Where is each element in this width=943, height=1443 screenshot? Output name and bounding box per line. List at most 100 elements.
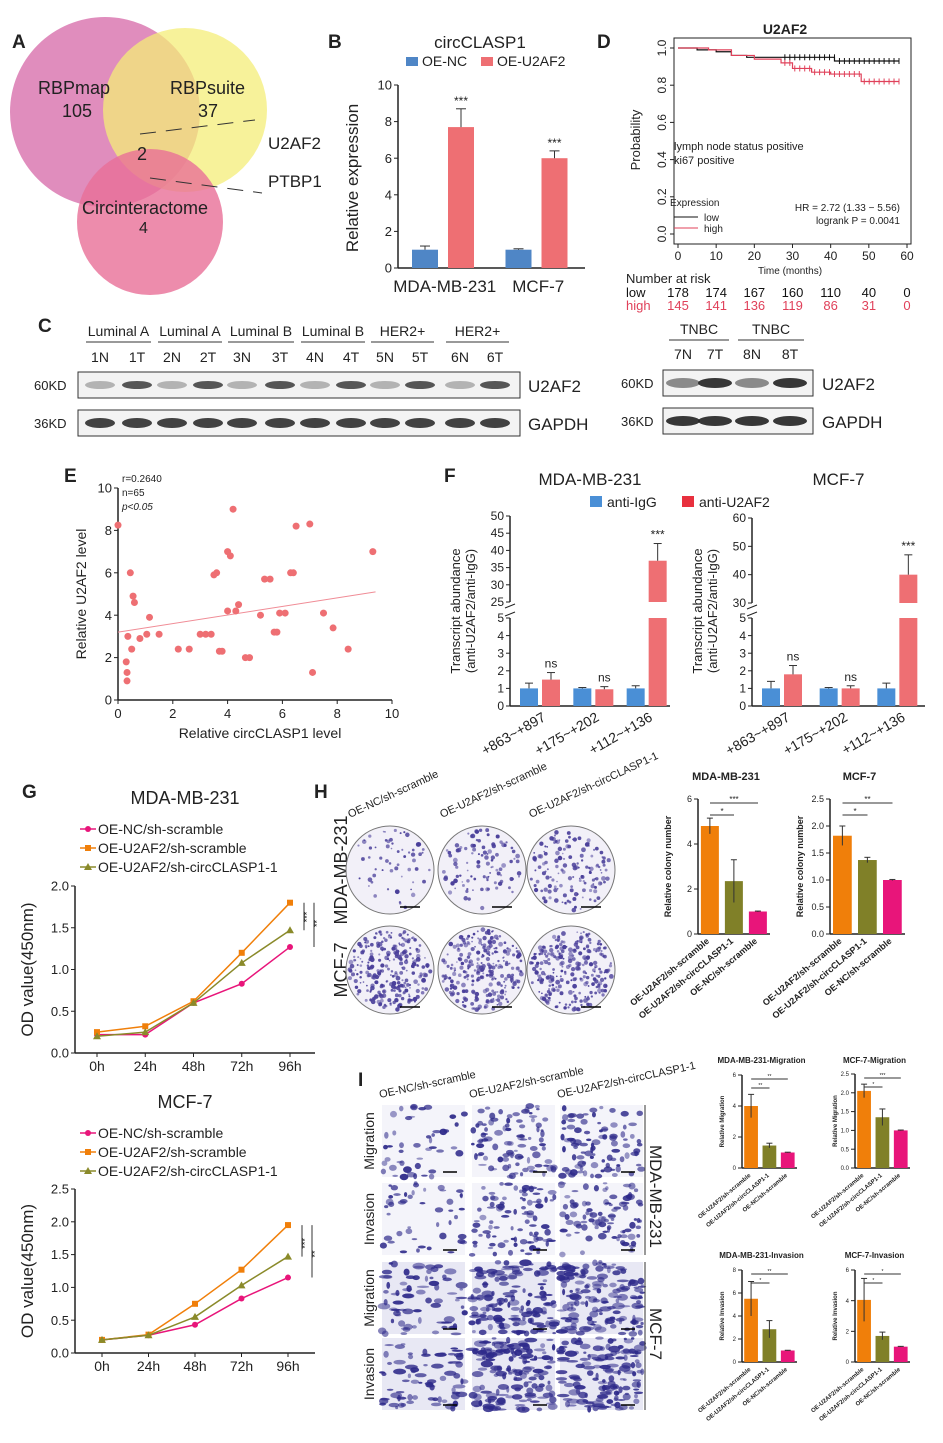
colony — [608, 974, 614, 979]
sample-group-label: HER2+ — [380, 323, 426, 339]
cell — [562, 1114, 569, 1121]
risk-value: 0 — [903, 298, 910, 313]
colony — [557, 855, 563, 861]
cell — [407, 1352, 413, 1356]
data-point — [114, 521, 122, 529]
cell — [571, 1190, 579, 1193]
colony — [486, 887, 490, 891]
cell — [444, 1268, 457, 1275]
cell — [629, 1221, 636, 1229]
lane-label: 8T — [782, 346, 799, 362]
cell — [622, 1183, 632, 1188]
colony — [577, 836, 582, 841]
colony — [485, 956, 491, 962]
cell — [582, 1183, 589, 1190]
data-point — [369, 548, 377, 556]
colony — [583, 998, 588, 1003]
cell — [633, 1388, 640, 1391]
cell — [574, 1280, 585, 1285]
cell — [636, 1217, 641, 1224]
cell — [399, 1198, 408, 1204]
colony — [544, 960, 549, 965]
colony — [480, 975, 485, 980]
legend-marker — [85, 1149, 91, 1155]
y-tick-label: 2 — [846, 1329, 850, 1335]
cell — [545, 1240, 549, 1247]
cell — [608, 1292, 619, 1298]
cell — [601, 1159, 606, 1163]
cell — [401, 1379, 410, 1383]
cell — [602, 1230, 609, 1233]
molecular-weight-label: 60KD — [34, 378, 67, 393]
protein-band — [698, 416, 732, 426]
cell — [545, 1384, 553, 1392]
cell — [433, 1264, 444, 1269]
cell — [628, 1331, 638, 1337]
data-point — [174, 645, 182, 653]
colony — [381, 869, 384, 872]
cell — [551, 1344, 556, 1351]
cell — [488, 1165, 495, 1172]
colony — [453, 970, 456, 972]
cell — [496, 1297, 506, 1305]
colony — [491, 952, 494, 955]
annotation: HR = 2.72 (1.33 − 5.56) — [795, 203, 900, 214]
cell — [563, 1270, 575, 1273]
protein-band — [666, 416, 700, 426]
colony — [597, 881, 603, 886]
cell — [478, 1233, 483, 1237]
cell — [470, 1400, 483, 1407]
colony — [535, 879, 540, 884]
cell — [531, 1322, 545, 1326]
colony — [394, 889, 400, 895]
colony — [466, 869, 469, 872]
cell — [502, 1196, 507, 1201]
colony — [511, 973, 515, 977]
cell — [529, 1186, 538, 1190]
colony — [574, 977, 578, 981]
colony — [547, 952, 551, 956]
cell — [577, 1160, 586, 1167]
cell — [560, 1326, 569, 1333]
cell — [632, 1372, 637, 1376]
colony — [594, 991, 598, 995]
colony — [398, 900, 402, 904]
colony — [544, 870, 547, 873]
colony — [571, 907, 577, 913]
cell — [610, 1324, 617, 1329]
data-point — [128, 645, 136, 653]
chart-title: MDA-MB-231 — [692, 771, 760, 783]
cell — [632, 1314, 636, 1322]
risk-value: 110 — [820, 285, 841, 300]
colony — [410, 888, 412, 891]
y-tick-label: 0.5 — [51, 1313, 69, 1328]
colony — [394, 985, 396, 988]
cell — [574, 1385, 586, 1390]
colony — [574, 1000, 577, 1004]
cell — [479, 1214, 487, 1221]
colony — [494, 946, 498, 950]
colony-formation-images: OE-NC/sh-scrambleOE-U2AF2/sh-scrambleOE-… — [331, 750, 660, 1015]
colony — [534, 970, 539, 975]
cell — [595, 1397, 604, 1402]
colony — [503, 941, 507, 945]
cell — [381, 1372, 387, 1377]
bar — [857, 1299, 871, 1362]
cell — [439, 1352, 446, 1355]
colony — [411, 848, 415, 852]
cell — [606, 1154, 613, 1161]
colony — [492, 997, 495, 1000]
colony — [467, 934, 471, 938]
cell — [526, 1212, 535, 1218]
cell — [603, 1218, 609, 1223]
colony — [554, 830, 559, 835]
colony — [395, 1007, 400, 1012]
cell — [506, 1275, 518, 1280]
colony — [445, 849, 449, 852]
y-tick-label: 0.4 — [655, 151, 669, 168]
colony — [489, 971, 494, 977]
cell — [592, 1287, 602, 1291]
cell — [607, 1380, 616, 1387]
data-point — [93, 1032, 101, 1040]
colony — [448, 976, 452, 980]
